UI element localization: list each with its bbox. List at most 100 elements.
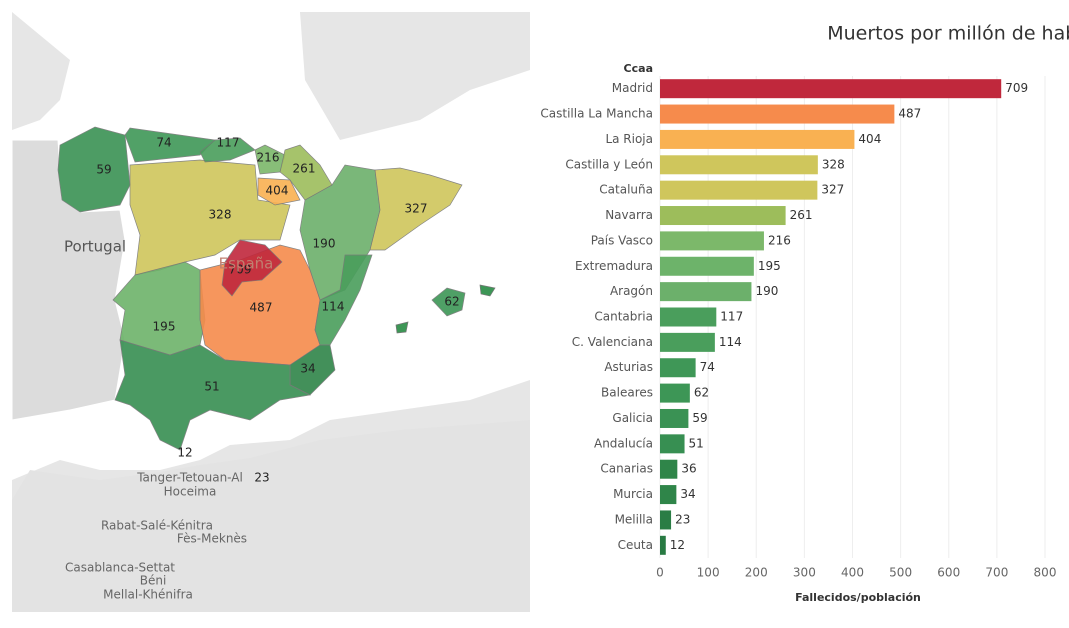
map-region-label: 114 [322,300,345,314]
map-region-label: 327 [405,202,428,216]
data-label: 34 [680,487,695,501]
bar [660,408,689,428]
x-axis-title: Fallecidos/población [795,591,921,604]
bar [660,459,678,479]
bar [660,206,786,226]
africa-area [12,420,530,612]
map-region-label: 404 [266,184,289,198]
y-tick-label: Asturias [604,360,653,374]
map-region [395,321,409,334]
data-label: 51 [689,436,704,450]
map-place-label: Hoceima [164,485,217,499]
y-tick-label: Galicia [612,411,653,425]
data-label: 36 [681,462,696,476]
y-tick-label: Madrid [612,81,653,95]
bar [660,282,752,302]
x-tick-label: 500 [889,566,912,580]
y-tick-label: Aragón [610,284,653,298]
data-label: 195 [758,259,781,273]
bar [660,104,895,124]
map-region-label: 23 [254,471,269,485]
map-region-label: 51 [204,380,219,394]
y-tick-label: Andalucía [594,436,653,450]
category-axis-title: Ccaa [624,62,653,75]
y-tick-label: Murcia [613,487,653,501]
y-tick-label: Extremadura [575,259,653,273]
map-region [369,167,463,251]
x-tick-label: 300 [793,566,816,580]
y-tick-label: País Vasco [591,233,653,247]
data-label: 216 [768,233,791,247]
map-region [129,159,291,276]
map-place-label: España [219,255,274,273]
map-region [257,177,301,206]
map-region-label: 59 [96,163,111,177]
data-label: 328 [822,157,845,171]
x-tick-label: 700 [985,566,1008,580]
data-label: 404 [858,132,881,146]
data-label: 114 [719,335,742,349]
data-label: 709 [1005,81,1028,95]
bar [660,485,677,505]
map-region [431,287,466,317]
map-place-label: Rabat-Salé-Kénitra [101,519,213,533]
chart-title: Muertos por millón de habitantes [827,23,1069,45]
y-tick-label: C. Valenciana [572,335,653,349]
map-region [57,126,131,213]
bar [660,180,818,200]
bar [660,79,1002,99]
map-region-label: 117 [217,136,240,150]
map-place-label: Tanger-Tetouan-Al [136,471,243,485]
map-region-label: 34 [300,362,315,376]
map-region-label: 487 [250,301,273,315]
data-label: 23 [675,512,690,526]
bar [660,383,690,403]
bar [660,510,672,530]
bar [660,332,715,352]
data-label: 190 [755,284,778,298]
map-region-label: 12 [177,446,192,460]
map-region-label: 709 [229,263,252,277]
map-place-label: Fès-Meknès [177,532,247,546]
bar [660,307,717,327]
x-tick-label: 800 [1034,566,1057,580]
x-tick-label: 600 [937,566,960,580]
map-region-label: 216 [257,151,280,165]
y-tick-label: La Rioja [605,132,653,146]
bar [660,129,855,149]
data-label: 117 [720,310,743,324]
bar [660,535,666,555]
bar [660,434,685,454]
x-tick-label: 0 [656,566,664,580]
map-region-label: 74 [156,136,171,150]
map-region [114,339,312,451]
data-label: 12 [670,538,685,552]
map-place-label: Mellal-Khénifra [103,588,193,602]
x-tick-label: 200 [745,566,768,580]
data-label: 59 [692,411,707,425]
y-tick-label: Navarra [605,208,653,222]
map-place-label: Portugal [64,238,126,256]
map-region-label: 62 [444,295,459,309]
y-tick-label: Castilla y León [565,157,653,171]
map-region [221,239,283,297]
y-tick-label: Cataluña [599,183,653,197]
data-label: 261 [790,208,813,222]
map-region-label: 328 [209,208,232,222]
data-label: 74 [700,360,715,374]
y-tick-label: Baleares [601,386,653,400]
map-region-label: 190 [313,237,336,251]
x-tick-label: 100 [697,566,720,580]
data-label: 62 [694,386,709,400]
bar [660,358,696,378]
y-tick-label: Canarias [600,462,653,476]
y-tick-label: Cantabria [594,310,653,324]
bar [660,256,754,276]
map-place-label: Béni [140,574,167,588]
map-place-label: Casablanca-Settat [65,561,175,575]
map-region [479,284,496,297]
data-label: 487 [898,107,921,121]
bar [660,155,818,175]
y-tick-label: Castilla La Mancha [540,107,653,121]
